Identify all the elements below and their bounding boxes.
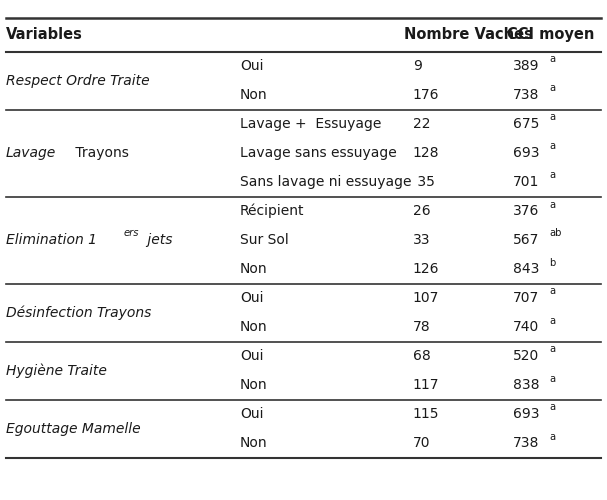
Text: CCI moyen: CCI moyen xyxy=(507,27,594,42)
Text: Respect Ordre Traite: Respect Ordre Traite xyxy=(6,74,150,88)
Text: Désinfection Trayons: Désinfection Trayons xyxy=(6,305,151,320)
Text: a: a xyxy=(549,374,555,384)
Text: a: a xyxy=(549,200,555,209)
Text: a: a xyxy=(549,344,555,354)
Text: 693: 693 xyxy=(513,407,540,421)
Text: 701: 701 xyxy=(513,175,539,189)
Text: Elimination 1: Elimination 1 xyxy=(6,233,97,247)
Text: 738: 738 xyxy=(513,436,539,450)
Text: b: b xyxy=(549,258,555,268)
Text: 740: 740 xyxy=(513,320,539,334)
Text: Sans lavage ni essuyage: Sans lavage ni essuyage xyxy=(240,175,412,189)
Text: Egouttage Mamelle: Egouttage Mamelle xyxy=(6,422,141,436)
Text: Non: Non xyxy=(240,436,268,450)
Text: a: a xyxy=(549,112,555,122)
Text: a: a xyxy=(549,170,555,180)
Text: 78: 78 xyxy=(413,320,430,334)
Text: 22: 22 xyxy=(413,117,430,131)
Text: 520: 520 xyxy=(513,349,539,363)
Text: ab: ab xyxy=(549,228,561,238)
Text: Lavage: Lavage xyxy=(6,146,56,160)
Text: Variables: Variables xyxy=(6,27,83,42)
Text: Non: Non xyxy=(240,378,268,392)
Text: 117: 117 xyxy=(413,378,439,392)
Text: Lavage sans essuyage: Lavage sans essuyage xyxy=(240,146,396,160)
Text: Hygiène Traite: Hygiène Traite xyxy=(6,364,107,378)
Text: Sur Sol: Sur Sol xyxy=(240,233,288,247)
Text: a: a xyxy=(549,84,555,94)
Text: 693: 693 xyxy=(513,146,540,160)
Text: Oui: Oui xyxy=(240,349,263,363)
Text: 389: 389 xyxy=(513,59,540,73)
Text: jets: jets xyxy=(143,233,173,247)
Text: 128: 128 xyxy=(413,146,439,160)
Text: Non: Non xyxy=(240,320,268,334)
Text: 176: 176 xyxy=(413,88,439,102)
Text: Non: Non xyxy=(240,262,268,276)
Text: 115: 115 xyxy=(413,407,439,421)
Text: 70: 70 xyxy=(413,436,430,450)
Text: 126: 126 xyxy=(413,262,439,276)
Text: a: a xyxy=(549,432,555,442)
Text: 838: 838 xyxy=(513,378,540,392)
Text: 107: 107 xyxy=(413,291,439,305)
Text: Non: Non xyxy=(240,88,268,102)
Text: 707: 707 xyxy=(513,291,539,305)
Text: a: a xyxy=(549,402,555,412)
Text: Récipient: Récipient xyxy=(240,204,304,218)
Text: 9: 9 xyxy=(413,59,422,73)
Text: 376: 376 xyxy=(513,204,539,218)
Text: Nombre Vaches: Nombre Vaches xyxy=(404,27,532,42)
Text: 738: 738 xyxy=(513,88,539,102)
Text: 68: 68 xyxy=(413,349,430,363)
Text: a: a xyxy=(549,316,555,326)
Text: 675: 675 xyxy=(513,117,539,131)
Text: a: a xyxy=(549,54,555,64)
Text: Oui: Oui xyxy=(240,59,263,73)
Text: 35: 35 xyxy=(413,175,435,189)
Text: Oui: Oui xyxy=(240,407,263,421)
Text: 567: 567 xyxy=(513,233,539,247)
Text: a: a xyxy=(549,286,555,296)
Text: 843: 843 xyxy=(513,262,539,276)
Text: ers: ers xyxy=(123,228,139,238)
Text: Oui: Oui xyxy=(240,291,263,305)
Text: Lavage +  Essuyage: Lavage + Essuyage xyxy=(240,117,381,131)
Text: Trayons: Trayons xyxy=(71,146,129,160)
Text: 26: 26 xyxy=(413,204,430,218)
Text: a: a xyxy=(549,142,555,152)
Text: 33: 33 xyxy=(413,233,430,247)
